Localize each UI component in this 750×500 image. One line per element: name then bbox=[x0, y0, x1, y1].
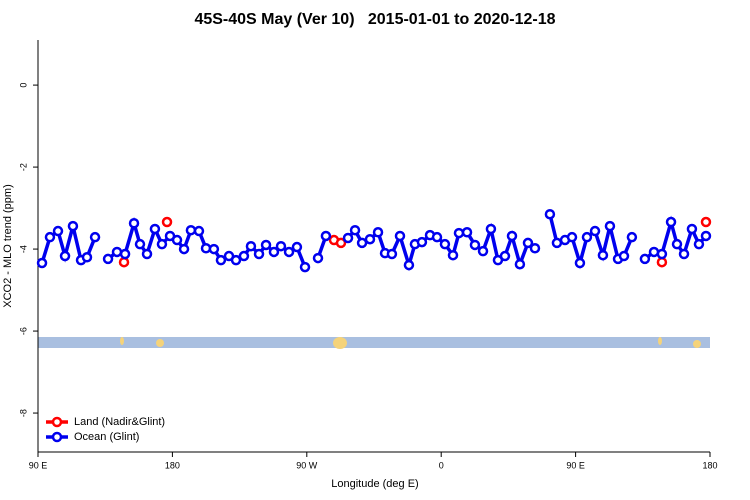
data-point bbox=[394, 230, 406, 242]
data-point bbox=[118, 256, 130, 268]
data-point bbox=[678, 248, 690, 260]
x-tick-label: 180 bbox=[165, 460, 180, 470]
data-point bbox=[656, 256, 668, 268]
data-point bbox=[356, 237, 368, 249]
data-point bbox=[149, 223, 161, 235]
x-tick-label: 0 bbox=[439, 460, 444, 470]
data-point bbox=[626, 231, 638, 243]
data-point bbox=[67, 220, 79, 232]
data-point bbox=[461, 227, 473, 238]
data-point bbox=[335, 237, 347, 249]
data-point bbox=[141, 248, 153, 260]
data-point bbox=[700, 216, 712, 228]
data-point bbox=[238, 250, 250, 262]
data-point bbox=[193, 225, 205, 237]
data-point bbox=[499, 250, 511, 262]
data-point bbox=[597, 249, 609, 261]
map-strip bbox=[38, 337, 710, 349]
data-point bbox=[544, 208, 556, 220]
data-point bbox=[260, 239, 272, 251]
data-point bbox=[111, 246, 123, 258]
y-axis-title: XCO2 - MLO trend (ppm) bbox=[2, 184, 14, 307]
data-point bbox=[134, 238, 146, 250]
x-tick-label: 90 E bbox=[566, 460, 585, 470]
data-point bbox=[44, 231, 56, 243]
data-point bbox=[589, 225, 601, 237]
y-tick-label: -2 bbox=[18, 163, 28, 171]
data-point bbox=[268, 246, 280, 258]
data-point bbox=[342, 232, 354, 244]
data-point bbox=[529, 243, 541, 254]
legend-marker bbox=[51, 416, 63, 428]
data-point bbox=[128, 217, 140, 229]
data-point bbox=[566, 231, 578, 243]
data-point bbox=[431, 231, 443, 243]
data-point bbox=[185, 224, 197, 236]
data-point bbox=[161, 216, 173, 228]
y-tick-label: -4 bbox=[18, 245, 28, 253]
data-point bbox=[693, 238, 705, 250]
data-point bbox=[447, 249, 459, 261]
data-point bbox=[312, 252, 324, 264]
data-point bbox=[686, 223, 698, 235]
data-point bbox=[59, 250, 71, 262]
data-point bbox=[665, 216, 677, 228]
data-point bbox=[291, 241, 303, 253]
data-point bbox=[156, 238, 168, 250]
data-point bbox=[215, 254, 227, 266]
legend-label: Ocean (Glint) bbox=[74, 431, 139, 443]
data-point bbox=[469, 239, 481, 251]
data-point bbox=[551, 237, 563, 249]
data-point bbox=[453, 227, 465, 239]
data-point bbox=[208, 243, 220, 255]
data-point bbox=[581, 231, 593, 243]
data-point bbox=[485, 223, 497, 235]
data-point bbox=[230, 254, 242, 266]
data-point bbox=[320, 230, 332, 242]
data-point bbox=[283, 246, 295, 258]
data-point bbox=[52, 225, 64, 237]
data-point bbox=[36, 257, 48, 269]
data-point bbox=[119, 248, 131, 260]
data-point bbox=[386, 248, 398, 260]
data-point bbox=[639, 253, 651, 265]
data-point bbox=[178, 243, 190, 255]
y-tick-label: -8 bbox=[18, 409, 28, 417]
data-point bbox=[671, 238, 683, 250]
data-point bbox=[253, 248, 265, 260]
data-point bbox=[275, 240, 287, 252]
data-point bbox=[102, 253, 114, 265]
x-axis-title: Longitude (deg E) bbox=[331, 478, 418, 490]
legend-label: Land (Nadir&Glint) bbox=[74, 416, 165, 428]
data-point bbox=[299, 261, 311, 273]
y-tick-label: -6 bbox=[18, 327, 28, 335]
data-point bbox=[364, 233, 376, 245]
x-tick-label: 90 W bbox=[296, 460, 318, 470]
chart-title: 45S-40S May (Ver 10) 2015-01-01 to 2020-… bbox=[194, 11, 555, 28]
data-point bbox=[656, 248, 668, 260]
data-point bbox=[700, 230, 712, 242]
y-tick-label: 0 bbox=[18, 83, 28, 88]
data-point bbox=[604, 220, 616, 232]
data-point bbox=[439, 238, 451, 250]
legend-marker bbox=[51, 431, 63, 443]
data-point bbox=[477, 245, 489, 257]
data-point bbox=[416, 236, 428, 248]
data-point bbox=[618, 250, 630, 262]
x-tick-label: 90 E bbox=[29, 460, 48, 470]
data-point bbox=[349, 224, 361, 236]
data-point bbox=[372, 227, 384, 238]
data-point bbox=[81, 252, 93, 263]
data-point bbox=[522, 237, 534, 249]
data-point bbox=[574, 257, 586, 269]
data-point bbox=[89, 231, 101, 243]
data-point bbox=[403, 259, 415, 271]
data-point bbox=[245, 240, 257, 252]
data-point bbox=[171, 234, 183, 246]
x-tick-label: 180 bbox=[702, 460, 717, 470]
data-point bbox=[514, 258, 526, 270]
data-point bbox=[506, 230, 518, 242]
